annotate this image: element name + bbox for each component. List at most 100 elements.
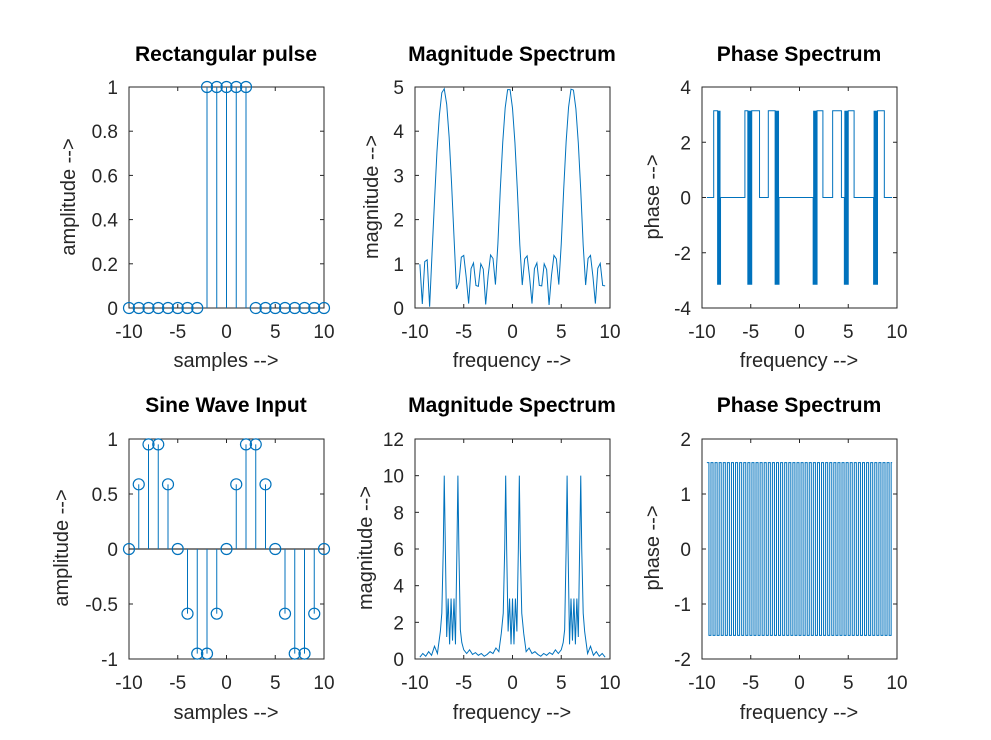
x-axis-label: samples -->	[173, 350, 278, 372]
plot-area	[419, 475, 606, 658]
stem-marker	[210, 80, 223, 94]
y-tick-label: 2	[393, 613, 404, 634]
x-tick-label: 10	[599, 322, 620, 343]
y-axis-label: magnitude -->	[355, 486, 377, 610]
series-line	[706, 462, 893, 636]
series-line	[419, 475, 606, 658]
x-tick-label: 5	[556, 322, 567, 343]
y-tick-label: 2	[393, 211, 404, 232]
x-tick-label: 10	[313, 322, 334, 343]
stem-marker	[298, 647, 311, 660]
chart-title: Phase Spectrum	[717, 43, 882, 66]
stem-marker	[249, 301, 262, 315]
stem-marker	[230, 478, 243, 491]
axes-frame	[414, 438, 611, 660]
y-tick-label: 1	[393, 255, 404, 276]
phase-band	[747, 110, 752, 285]
x-tick-label: 0	[221, 322, 232, 343]
series-line	[706, 110, 893, 285]
x-tick-label: 0	[794, 673, 805, 694]
y-tick-label: 12	[383, 430, 404, 451]
phase-band	[717, 110, 721, 285]
y-tick-label: 4	[393, 577, 404, 598]
y-tick-label: -2	[674, 650, 691, 671]
x-tick-label: 0	[507, 322, 518, 343]
stem-marker	[308, 607, 321, 620]
stem-marker	[161, 301, 175, 315]
stem-marker	[259, 478, 272, 491]
x-tick-label: -10	[115, 322, 142, 343]
x-tick-label: -10	[401, 322, 428, 343]
y-tick-label: 0.6	[92, 166, 118, 187]
y-tick-label: 10	[383, 467, 404, 488]
y-tick-label: 0	[107, 299, 118, 320]
y-tick-label: 0	[680, 189, 691, 210]
stem-marker	[317, 301, 331, 315]
stem-marker	[220, 542, 233, 556]
stem-marker	[152, 301, 165, 315]
stem-marker	[122, 542, 136, 556]
y-axis-label: amplitude -->	[58, 138, 80, 255]
y-tick-label: -0.5	[85, 595, 118, 616]
plot-area	[419, 87, 606, 307]
chart-title: Phase Spectrum	[717, 394, 882, 417]
x-tick-label: -5	[455, 673, 472, 694]
y-tick-label: 2	[680, 133, 691, 154]
stem-marker	[308, 301, 321, 315]
stem-marker	[298, 301, 311, 315]
panel-sine-wave-input: Sine Wave Input samples --> amplitude --…	[51, 394, 335, 724]
y-tick-label: 0	[680, 540, 691, 561]
x-axis-label: frequency -->	[740, 350, 858, 372]
stem-marker	[288, 647, 301, 660]
stem-marker	[269, 301, 282, 315]
plot-area	[706, 462, 893, 636]
chart-title: Sine Wave Input	[145, 394, 306, 417]
y-axis-label: phase -->	[642, 505, 664, 590]
x-tick-label: -10	[401, 673, 428, 694]
x-tick-label: -10	[688, 322, 715, 343]
x-tick-label: -5	[455, 322, 472, 343]
phase-band	[775, 110, 780, 285]
x-tick-label: 10	[886, 673, 907, 694]
y-tick-label: 0	[393, 299, 404, 320]
y-tick-label: 6	[393, 540, 404, 561]
y-tick-label: 2	[680, 430, 691, 451]
stem-marker	[152, 438, 165, 451]
y-tick-label: 0.4	[92, 211, 119, 232]
x-axis-label: frequency -->	[453, 702, 571, 724]
stem-marker	[122, 301, 136, 315]
stem-marker	[230, 80, 243, 94]
phase-band	[813, 110, 818, 285]
y-tick-label: 4	[393, 122, 404, 143]
stem-marker	[200, 80, 214, 94]
x-tick-label: 5	[843, 322, 854, 343]
x-tick-label: 5	[270, 322, 281, 343]
x-tick-label: 5	[270, 673, 281, 694]
x-tick-label: 10	[886, 322, 907, 343]
x-tick-label: -10	[115, 673, 142, 694]
plot-area	[706, 110, 893, 285]
stem-marker	[200, 647, 214, 660]
x-tick-label: 0	[221, 673, 232, 694]
stem-marker	[278, 301, 292, 315]
stem-marker	[181, 607, 194, 620]
phase-band	[873, 110, 878, 285]
x-tick-label: -5	[742, 673, 759, 694]
panel-magnitude-spectrum-top: Magnitude Spectrum frequency --> magnitu…	[361, 43, 621, 372]
x-tick-label: -5	[169, 322, 186, 343]
stem-marker	[278, 607, 292, 620]
panel-phase-spectrum-bottom: Phase Spectrum frequency --> phase --> -…	[642, 394, 908, 724]
stem-marker	[317, 542, 331, 556]
stem-marker	[269, 542, 282, 556]
x-tick-label: 0	[507, 673, 518, 694]
y-axis-label: amplitude -->	[51, 489, 73, 606]
chart-title: Magnitude Spectrum	[408, 394, 616, 417]
chart-title: Magnitude Spectrum	[408, 43, 616, 66]
stem-marker	[132, 301, 145, 315]
x-axis-label: samples -->	[173, 702, 278, 724]
phase-band	[844, 110, 849, 285]
stem-marker	[239, 80, 253, 94]
x-tick-label: -5	[742, 322, 759, 343]
stem-marker	[259, 301, 272, 315]
stem-marker	[181, 301, 194, 315]
